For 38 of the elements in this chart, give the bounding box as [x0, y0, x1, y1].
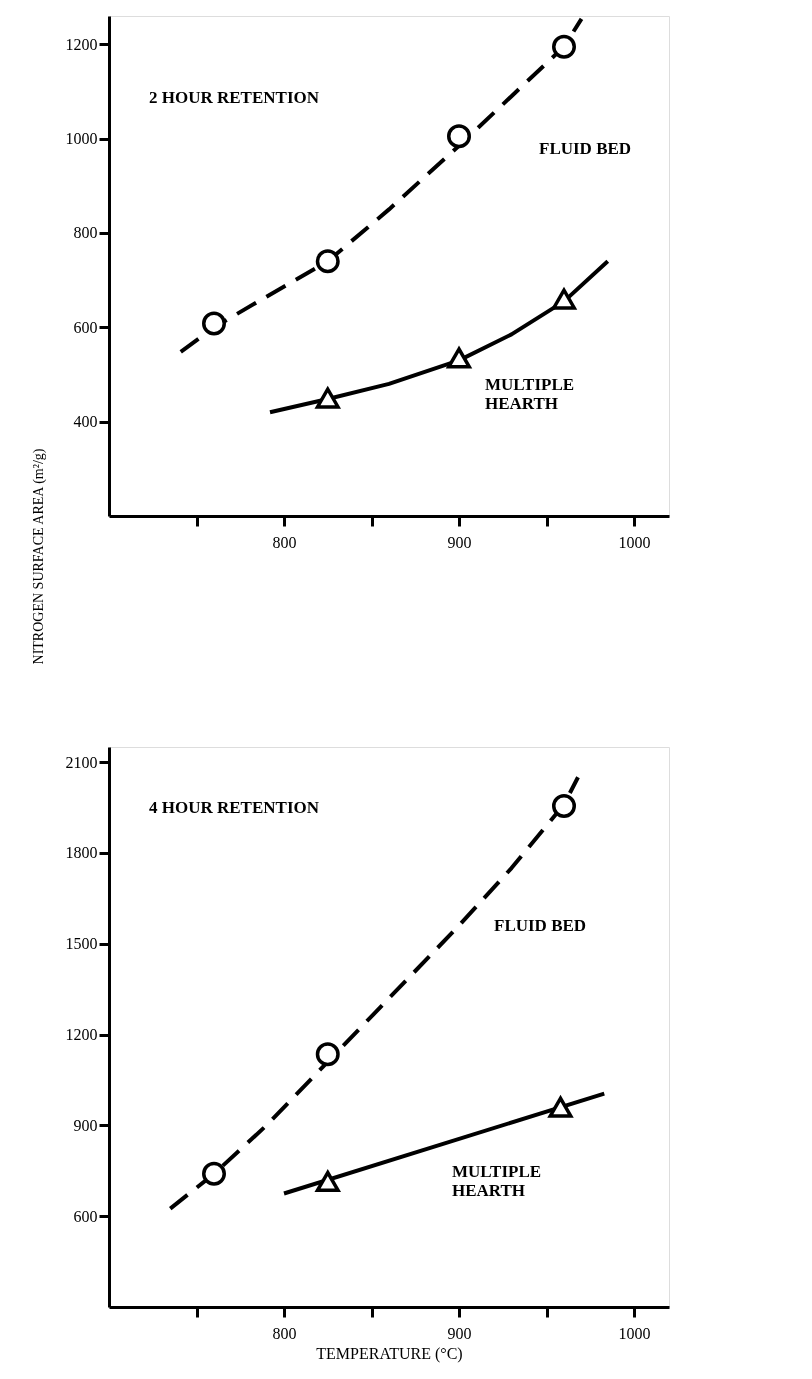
x-tick-label: 1000 — [618, 533, 651, 551]
y-tick-label: 1000 — [65, 130, 98, 148]
point — [202, 1161, 226, 1186]
point — [315, 249, 340, 274]
y-tick-label: 1200 — [65, 35, 98, 53]
y-axis-title: NITROGEN SURFACE AREA (m²/g) — [30, 448, 47, 665]
y-tick-label: 1500 — [65, 935, 98, 953]
series-label: MULTIPLE HEARTH — [452, 1162, 542, 1201]
point — [547, 1094, 574, 1118]
point — [447, 124, 471, 149]
y-tick-label: 1200 — [65, 1026, 98, 1044]
series-label: FLUID BED — [494, 915, 587, 935]
x-tick-label: 900 — [447, 533, 472, 551]
x-tick-label: 900 — [447, 1324, 472, 1342]
y-tick-label: 400 — [73, 413, 98, 431]
x-tick-label: 1000 — [618, 1324, 651, 1342]
text: FLUID BED — [539, 138, 632, 158]
y-tick-label: 600 — [73, 1207, 98, 1225]
y-tick-label: 800 — [73, 224, 98, 242]
point — [202, 311, 226, 336]
y-tick-label: 1800 — [65, 844, 98, 862]
y-tick-label: 900 — [73, 1116, 98, 1134]
annotation: 4 HOUR RETENTION — [149, 798, 320, 817]
point — [315, 1042, 340, 1067]
point — [552, 34, 576, 59]
y-tick-label: 2100 — [65, 753, 98, 771]
y-tick-label: 600 — [73, 318, 98, 336]
point — [552, 288, 576, 310]
point — [447, 347, 471, 369]
x-tick-label: 800 — [272, 533, 297, 551]
point — [552, 794, 576, 818]
series-label: MULTIPLE HEARTH — [485, 375, 575, 414]
x-axis-title: TEMPERATURE (°C) — [316, 1344, 463, 1363]
line-series — [268, 259, 610, 415]
point — [315, 1170, 340, 1192]
annotation: 2 HOUR RETENTION — [149, 88, 320, 107]
x-tick-label: 800 — [272, 1324, 297, 1342]
point — [315, 387, 340, 409]
